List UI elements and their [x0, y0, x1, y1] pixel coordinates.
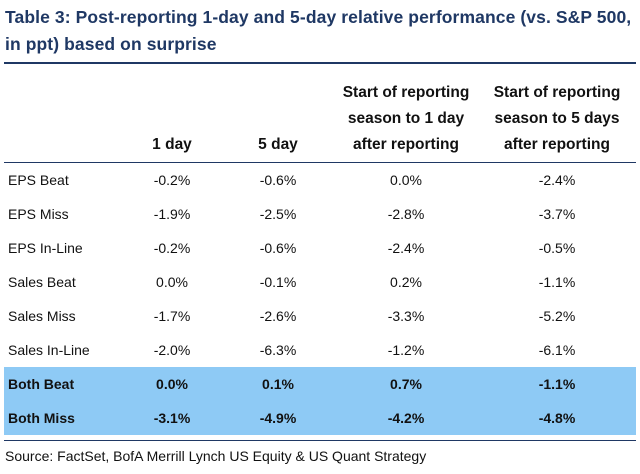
cell-5-day: -4.9% [222, 400, 334, 435]
header-season-1-day: Start of reporting season to 1 day after… [334, 70, 478, 163]
cell-season-5-days: -0.5% [538, 239, 576, 256]
row-label: EPS Beat [8, 171, 69, 188]
row-label: EPS Miss [8, 205, 69, 222]
cell-season-1-day: -3.3% [387, 307, 425, 324]
table-row: Sales In-Line -2.0% -6.3% -1.2% -6.1% [4, 333, 636, 367]
cell-5-day: -6.3% [259, 341, 297, 358]
cell-season-1-day: 0.7% [334, 366, 478, 401]
cell-1-day: 0.0% [156, 273, 188, 290]
table-row: Sales Miss -1.7% -2.6% -3.3% -5.2% [4, 299, 636, 333]
cell-5-day: -0.1% [259, 273, 297, 290]
cell-season-1-day: -2.4% [387, 239, 425, 256]
table-row: EPS In-Line -0.2% -0.6% -2.4% -0.5% [4, 231, 636, 265]
cell-1-day: -2.0% [153, 341, 191, 358]
row-label: EPS In-Line [8, 239, 83, 256]
table-row-highlighted: Both Miss -3.1% -4.9% -4.2% -4.8% [4, 400, 636, 435]
cell-season-1-day: 0.2% [390, 273, 422, 290]
row-label: Both Miss [4, 400, 122, 435]
table-title: Table 3: Post-reporting 1-day and 5-day … [5, 7, 632, 54]
header-5-day: 5 day [222, 70, 334, 163]
header-label-col [4, 70, 122, 163]
source-note: Source: FactSet, BofA Merrill Lynch US E… [5, 448, 427, 464]
header-season-5-days: Start of reporting season to 5 days afte… [478, 70, 636, 163]
table-row: EPS Beat -0.2% -0.6% 0.0% -2.4% [4, 162, 636, 197]
cell-5-day: -0.6% [259, 239, 297, 256]
cell-season-1-day: -2.8% [387, 205, 425, 222]
header-row: 1 day 5 day Start of reporting season to… [4, 70, 636, 163]
cell-season-1-day: -1.2% [387, 341, 425, 358]
performance-table: 1 day 5 day Start of reporting season to… [4, 70, 636, 435]
cell-1-day: -3.1% [122, 400, 222, 435]
cell-season-5-days: -4.8% [478, 400, 636, 435]
cell-5-day: -2.5% [259, 205, 297, 222]
source-divider [4, 440, 636, 441]
cell-5-day: -2.6% [259, 307, 297, 324]
cell-season-5-days: -2.4% [538, 171, 576, 188]
cell-season-1-day: -4.2% [334, 400, 478, 435]
cell-season-5-days: -1.1% [538, 273, 576, 290]
table-row-highlighted: Both Beat 0.0% 0.1% 0.7% -1.1% [4, 366, 636, 401]
cell-1-day: -0.2% [153, 171, 191, 188]
cell-season-1-day: 0.0% [390, 171, 422, 188]
cell-1-day: -0.2% [153, 239, 191, 256]
cell-season-5-days: -6.1% [538, 341, 576, 358]
row-label: Both Beat [4, 366, 122, 401]
row-label: Sales In-Line [8, 341, 90, 358]
cell-1-day: -1.9% [153, 205, 191, 222]
cell-1-day: 0.0% [122, 366, 222, 401]
cell-1-day: -1.7% [153, 307, 191, 324]
header-1-day: 1 day [122, 70, 222, 163]
table-row: EPS Miss -1.9% -2.5% -2.8% -3.7% [4, 197, 636, 231]
cell-season-5-days: -1.1% [478, 366, 636, 401]
row-label: Sales Beat [8, 273, 76, 290]
row-label: Sales Miss [8, 307, 76, 324]
cell-season-5-days: -5.2% [538, 307, 576, 324]
table-row: Sales Beat 0.0% -0.1% 0.2% -1.1% [4, 265, 636, 299]
cell-5-day: 0.1% [222, 366, 334, 401]
cell-season-5-days: -3.7% [538, 205, 576, 222]
cell-5-day: -0.6% [259, 171, 297, 188]
title-divider [4, 62, 636, 64]
